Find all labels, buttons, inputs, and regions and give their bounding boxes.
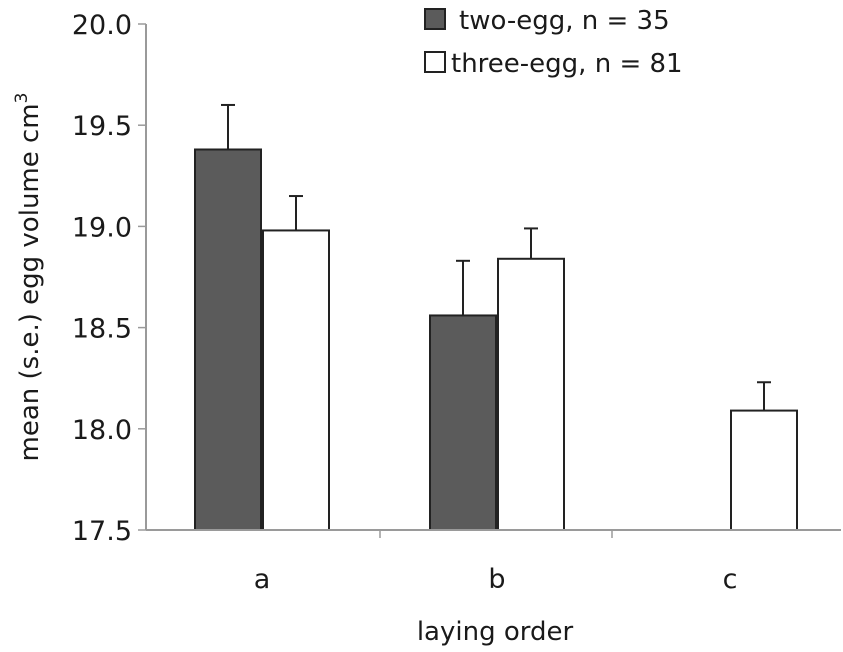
bar-two-egg-b (429, 314, 497, 531)
y-axis-title-superscript: 3 (12, 93, 32, 104)
x-category-label: b (488, 564, 505, 595)
bar-three-egg-c (730, 409, 798, 532)
bar-three-egg-b (497, 257, 565, 531)
y-tick-label: 18.5 (72, 314, 132, 345)
y-tick-label: 19.0 (72, 212, 132, 243)
y-axis-title: mean (s.e.) egg volume cm3 (12, 93, 45, 462)
y-tick-label: 17.5 (72, 516, 132, 547)
y-ticks: 17.5 18.0 18.5 19.0 19.5 20.0 (72, 10, 613, 547)
legend-label-two-egg: two-egg, n = 35 (459, 6, 670, 36)
x-axis-title: laying order (417, 617, 574, 647)
x-category-label: a (254, 564, 271, 595)
legend-swatch-three-egg (424, 51, 446, 73)
x-category-label: c (723, 564, 738, 595)
x-category-labels: a b c (254, 564, 738, 595)
legend: two-egg, n = 35 three-egg, n = 81 (424, 6, 683, 79)
y-tick-label: 20.0 (72, 10, 132, 41)
legend-swatch-two-egg (424, 8, 446, 30)
bar-three-egg-a (262, 229, 330, 531)
y-tick-label: 19.5 (72, 111, 132, 142)
bar-two-egg-a (194, 148, 262, 531)
bars-layer (194, 103, 798, 532)
axes-layer (145, 24, 841, 531)
legend-label-three-egg: three-egg, n = 81 (451, 49, 683, 79)
y-axis-title-main: mean (s.e.) egg volume cm (15, 103, 45, 461)
y-tick-label: 18.0 (72, 415, 132, 446)
